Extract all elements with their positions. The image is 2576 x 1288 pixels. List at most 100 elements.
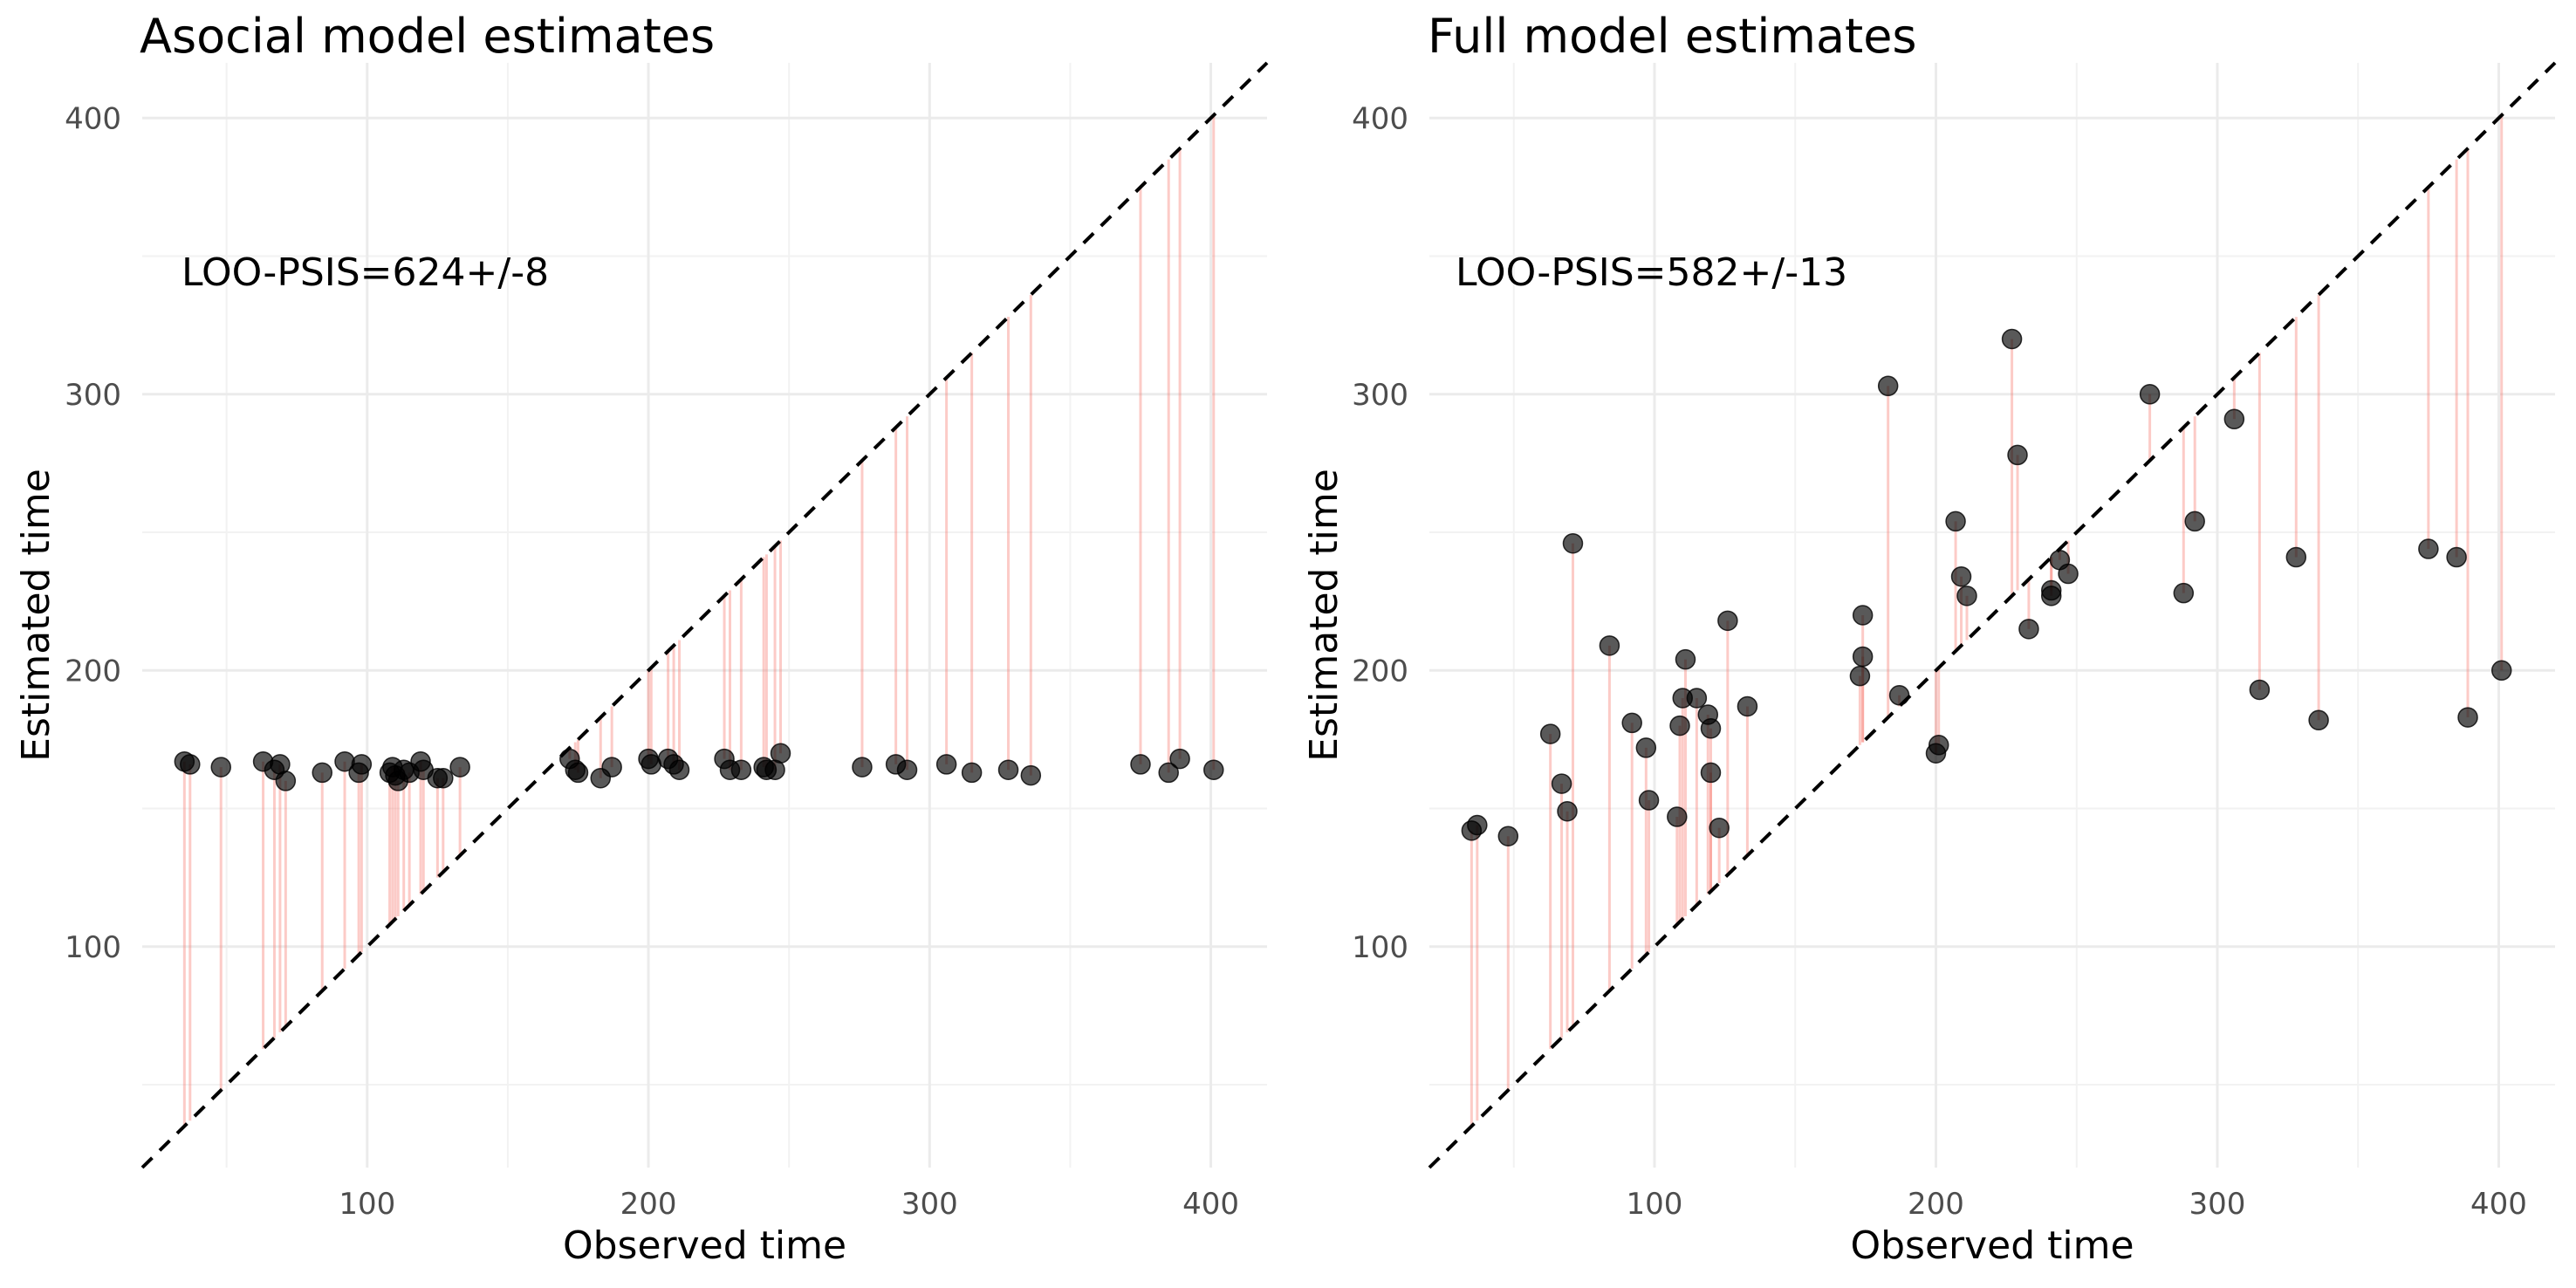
data-point bbox=[1599, 635, 1620, 656]
x-tick-label: 400 bbox=[2470, 1187, 2527, 1222]
data-point bbox=[2418, 538, 2439, 559]
data-point bbox=[312, 762, 332, 784]
y-axis-label: Estimated time bbox=[1302, 469, 1346, 762]
data-point bbox=[1877, 375, 1899, 397]
loo-psis-annotation: LOO-PSIS=624+/-8 bbox=[182, 250, 549, 295]
x-tick-label: 200 bbox=[1908, 1187, 1964, 1222]
data-point bbox=[1852, 646, 1874, 668]
y-axis-label: Estimated time bbox=[14, 469, 58, 762]
x-tick-label: 400 bbox=[1182, 1187, 1239, 1222]
data-point bbox=[1635, 737, 1657, 758]
data-point bbox=[1621, 712, 1642, 734]
data-point bbox=[1169, 748, 1190, 770]
residual-segments bbox=[1470, 115, 2504, 1127]
data-point bbox=[180, 754, 201, 775]
data-point bbox=[1700, 762, 1722, 784]
x-tick-label: 100 bbox=[1627, 1187, 1683, 1222]
data-point bbox=[1638, 790, 1660, 811]
data-point bbox=[2173, 582, 2195, 604]
residual-segments bbox=[182, 115, 1216, 1127]
data-point bbox=[567, 762, 589, 784]
reference-line-y-equals-x bbox=[1428, 61, 2557, 1169]
data-point bbox=[1737, 695, 1758, 717]
x-axis-label: Observed time bbox=[563, 1223, 846, 1268]
data-point bbox=[1551, 773, 1572, 794]
data-point bbox=[601, 757, 622, 778]
x-axis-label: Observed time bbox=[1850, 1223, 2134, 1268]
loo-psis-annotation: LOO-PSIS=582+/-13 bbox=[1456, 250, 1847, 295]
data-point bbox=[2490, 660, 2512, 682]
data-point bbox=[2446, 546, 2467, 568]
data-points bbox=[1461, 328, 2512, 846]
data-point bbox=[2285, 546, 2307, 568]
data-point bbox=[2058, 563, 2079, 585]
data-point bbox=[852, 757, 873, 778]
data-point bbox=[275, 771, 297, 791]
data-point bbox=[1852, 605, 1874, 626]
data-point bbox=[1467, 814, 1488, 836]
y-tick-label: 400 bbox=[1352, 101, 1408, 136]
gridlines bbox=[142, 63, 1267, 1168]
x-tick-label: 100 bbox=[339, 1187, 395, 1222]
data-point bbox=[668, 759, 690, 780]
data-point bbox=[770, 743, 791, 764]
data-point bbox=[2249, 679, 2271, 701]
data-point bbox=[1158, 762, 1179, 784]
data-point bbox=[2139, 384, 2161, 405]
data-point bbox=[935, 754, 957, 775]
data-point bbox=[1928, 735, 1949, 756]
data-point bbox=[2457, 707, 2478, 728]
data-point bbox=[2308, 709, 2329, 731]
data-point bbox=[2223, 408, 2245, 430]
data-point bbox=[730, 759, 752, 780]
data-point bbox=[2040, 586, 2062, 606]
data-point bbox=[1667, 806, 1688, 827]
data-point bbox=[1130, 754, 1151, 775]
data-point bbox=[2001, 328, 2023, 350]
data-point bbox=[997, 759, 1019, 780]
x-tick-label: 200 bbox=[620, 1187, 677, 1222]
data-point bbox=[1700, 718, 1722, 739]
data-point bbox=[1888, 685, 1910, 706]
x-tick-label: 300 bbox=[2189, 1187, 2246, 1222]
x-tick-label: 300 bbox=[901, 1187, 958, 1222]
data-point bbox=[433, 767, 454, 789]
data-point bbox=[210, 757, 231, 778]
data-point bbox=[1709, 817, 1730, 839]
data-point bbox=[1539, 723, 1561, 744]
data-point bbox=[1956, 586, 1977, 606]
gridlines bbox=[1429, 63, 2555, 1168]
chart-title: Asocial model estimates bbox=[140, 9, 715, 64]
y-tick-label: 100 bbox=[65, 930, 121, 965]
data-point bbox=[1675, 648, 1696, 670]
y-tick-label: 300 bbox=[1352, 378, 1408, 413]
y-tick-label: 200 bbox=[65, 654, 121, 689]
data-points bbox=[174, 743, 1224, 791]
y-tick-label: 400 bbox=[65, 101, 121, 136]
data-point bbox=[2007, 444, 2028, 466]
chart-title: Full model estimates bbox=[1428, 9, 1917, 64]
y-tick-label: 100 bbox=[1352, 930, 1408, 965]
y-tick-label: 200 bbox=[1352, 654, 1408, 689]
data-point bbox=[2018, 619, 2039, 640]
data-point bbox=[449, 757, 470, 778]
y-tick-label: 300 bbox=[65, 378, 121, 413]
data-point bbox=[1557, 800, 1578, 822]
data-point bbox=[1945, 510, 1966, 532]
data-point bbox=[1950, 565, 1972, 587]
reference-line-y-equals-x bbox=[140, 61, 1269, 1169]
data-point bbox=[1669, 715, 1690, 736]
data-point bbox=[1203, 759, 1224, 780]
data-point bbox=[896, 759, 918, 780]
data-point bbox=[961, 762, 983, 784]
chart-panel-1: 100 200 300 400 100 200 300 400 Asocial model es… bbox=[14, 9, 1269, 1268]
data-point bbox=[351, 754, 373, 775]
data-point bbox=[1020, 764, 1042, 786]
data-point bbox=[1497, 826, 1519, 846]
data-point bbox=[1686, 688, 1708, 709]
data-point bbox=[1849, 665, 1871, 687]
chart-panel-2: 100 200 300 400 100 200 300 400 Full model estim… bbox=[1302, 9, 2557, 1268]
data-point bbox=[2184, 510, 2205, 532]
data-point bbox=[1562, 532, 1584, 554]
